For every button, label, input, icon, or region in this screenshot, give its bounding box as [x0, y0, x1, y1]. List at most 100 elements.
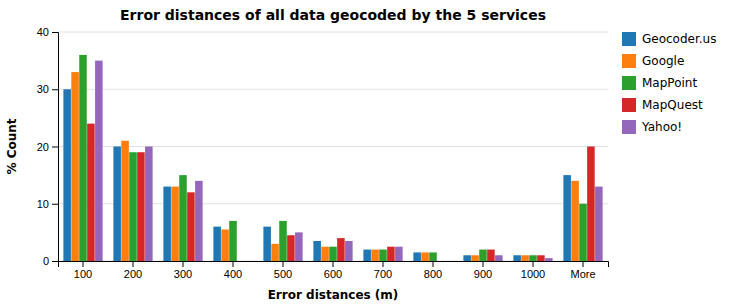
bar — [421, 252, 429, 261]
tick-mark — [83, 261, 84, 267]
tick-mark — [52, 261, 58, 262]
axis-line — [59, 262, 609, 268]
y-axis-title: % Count — [5, 118, 19, 174]
tick: 0 — [43, 255, 58, 267]
grid-line — [58, 146, 608, 147]
tick: 20 — [37, 141, 58, 153]
bar — [171, 187, 179, 261]
title: Error distances of all data geocoded by … — [120, 7, 546, 23]
bar — [263, 227, 271, 261]
bar — [213, 227, 221, 261]
tick: 1000 — [521, 261, 545, 280]
tick-label: 400 — [224, 268, 242, 280]
chart: 1002003004005006007008009001000More01020… — [0, 0, 733, 307]
tick-label: 900 — [474, 268, 492, 280]
bar — [487, 250, 495, 261]
legend-label: MapPoint — [642, 76, 697, 90]
legend-item: Geocoder.us — [622, 32, 716, 46]
legend-label: Yahoo! — [641, 120, 682, 134]
tick-mark — [52, 147, 58, 148]
legend-swatch — [622, 54, 636, 68]
bar — [495, 255, 503, 261]
bar — [87, 124, 95, 261]
tick-mark — [433, 261, 434, 267]
bar — [295, 232, 303, 261]
tick: 500 — [274, 261, 292, 280]
tick: 900 — [474, 261, 492, 280]
tick-label: 20 — [37, 141, 49, 153]
legend-item: Google — [622, 54, 684, 68]
tick-label: 300 — [174, 268, 192, 280]
tick: 700 — [374, 261, 392, 280]
tick-label: 600 — [324, 268, 342, 280]
tick-mark — [483, 261, 484, 267]
bar — [563, 175, 571, 261]
legend-swatch — [622, 120, 636, 134]
plot: 1002003004005006007008009001000More01020… — [37, 26, 609, 280]
tick: 600 — [324, 261, 342, 280]
tick-mark — [283, 261, 284, 267]
legend-label: MapQuest — [642, 98, 703, 112]
tick: 400 — [224, 261, 242, 280]
bar — [395, 247, 403, 261]
bar — [545, 258, 553, 261]
tick-label: More — [570, 268, 595, 280]
tick: 300 — [174, 261, 192, 280]
tick: 40 — [37, 26, 58, 38]
tick: 100 — [74, 261, 92, 280]
bar — [221, 230, 229, 261]
tick-mark — [52, 32, 58, 33]
series — [79, 55, 587, 261]
bar — [195, 181, 203, 261]
series — [71, 72, 579, 261]
bar — [121, 141, 129, 261]
series — [87, 124, 595, 261]
bar — [537, 255, 545, 261]
bar — [95, 61, 103, 261]
tick: 30 — [37, 83, 58, 95]
grid — [58, 32, 608, 261]
bars — [63, 55, 602, 261]
bar — [137, 152, 145, 261]
bar — [237, 261, 245, 262]
tick-mark — [333, 261, 334, 267]
bar — [337, 238, 345, 261]
bar — [71, 72, 79, 261]
tick-label: 0 — [43, 255, 49, 267]
axis-line — [52, 33, 59, 262]
bar — [445, 261, 453, 262]
tick-label: 1000 — [521, 268, 545, 280]
bar — [129, 152, 137, 261]
bar — [437, 261, 445, 262]
bar — [413, 252, 421, 261]
bar — [163, 187, 171, 261]
tick-mark — [533, 261, 534, 267]
grid-line — [58, 89, 608, 90]
tick-label: 40 — [37, 26, 49, 38]
legend-swatch — [622, 98, 636, 112]
bar — [345, 241, 353, 261]
bar — [529, 255, 537, 261]
legend-item: Yahoo! — [622, 120, 682, 134]
legend: Geocoder.us Google MapPoint MapQuest Yahoo! — [622, 32, 716, 134]
tick-mark — [233, 261, 234, 267]
series — [63, 89, 571, 261]
bar — [463, 255, 471, 261]
bar — [313, 241, 321, 261]
tick-label: 700 — [374, 268, 392, 280]
tick-label: 800 — [424, 268, 442, 280]
bar — [479, 250, 487, 261]
legend-label: Geocoder.us — [642, 32, 716, 46]
grid-line — [58, 32, 608, 33]
tick-mark — [383, 261, 384, 267]
bar — [113, 147, 121, 262]
tick-mark — [133, 261, 134, 267]
bar — [179, 175, 187, 261]
tick: More — [570, 261, 595, 280]
x-axis-title: Error distances (m) — [268, 288, 399, 302]
bar — [245, 261, 253, 262]
legend-item: MapPoint — [622, 76, 697, 90]
tick-label: 10 — [37, 198, 49, 210]
tick-mark — [52, 204, 58, 205]
bar — [513, 255, 521, 261]
